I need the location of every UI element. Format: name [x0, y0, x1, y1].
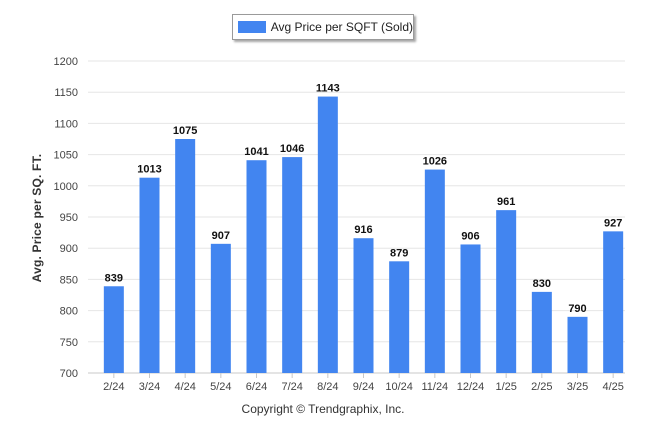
bar — [496, 210, 517, 373]
y-tick-label: 1200 — [54, 56, 78, 68]
x-tick-label: 3/24 — [139, 381, 160, 393]
bar — [210, 243, 231, 373]
legend-label: Avg Price per SQFT (Sold) — [270, 20, 413, 34]
bar — [567, 316, 588, 373]
data-label: 1075 — [173, 125, 197, 137]
x-tick-label: 8/24 — [317, 381, 338, 393]
y-tick-label: 1150 — [54, 87, 78, 99]
y-tick-label: 950 — [60, 212, 78, 224]
y-tick-label: 1100 — [54, 118, 78, 130]
y-axis-ticks: 700 750 800 850 900 950 1000 1050 1100 1150 1200 — [54, 56, 78, 380]
legend-swatch — [238, 21, 266, 33]
x-tick-label: 11/24 — [421, 381, 448, 393]
x-tick-label: 2/25 — [531, 381, 552, 393]
x-tick-label: 4/24 — [174, 381, 195, 393]
bar — [424, 169, 445, 373]
y-tick-label: 850 — [60, 274, 78, 286]
y-tick-label: 1000 — [54, 181, 78, 193]
data-label: 1041 — [244, 146, 268, 158]
bar — [103, 286, 124, 373]
bar — [317, 96, 338, 374]
bar — [389, 261, 410, 373]
bar — [282, 157, 303, 373]
copyright-text: Copyright © Trendgraphix, Inc. — [241, 402, 405, 416]
data-label: 790 — [568, 303, 586, 315]
legend[interactable]: Avg Price per SQFT (Sold) — [232, 14, 414, 40]
bars — [103, 96, 624, 374]
y-tick-label: 800 — [60, 306, 78, 318]
data-labels: 839 1013 1075 907 1041 1046 1143 916 879 1026 906 9… — [105, 83, 623, 315]
x-tick-label: 7/24 — [281, 381, 302, 393]
bar — [460, 244, 481, 373]
bar — [603, 231, 624, 373]
x-tick-label: 5/24 — [210, 381, 231, 393]
data-label: 1143 — [316, 83, 340, 95]
data-label: 916 — [354, 224, 372, 236]
bar — [246, 160, 267, 373]
x-tick-label: 6/24 — [246, 381, 267, 393]
x-tick-label: 9/24 — [353, 381, 374, 393]
y-tick-label: 1050 — [54, 150, 78, 162]
x-tick-label: 10/24 — [385, 381, 413, 393]
x-tick-label: 4/25 — [602, 381, 623, 393]
data-label: 879 — [390, 247, 408, 259]
data-label: 907 — [212, 230, 230, 242]
data-label: 1013 — [137, 164, 161, 176]
bar — [139, 177, 160, 373]
data-label: 1046 — [280, 143, 304, 155]
y-tick-label: 900 — [60, 243, 78, 255]
bar — [175, 139, 196, 373]
y-tick-label: 750 — [60, 337, 78, 349]
data-label: 1026 — [423, 156, 447, 168]
y-axis-label: Avg. Price per SQ. FT. — [30, 153, 44, 283]
x-tick-label: 2/24 — [103, 381, 124, 393]
x-tick-label: 12/24 — [457, 381, 485, 393]
data-label: 961 — [497, 196, 515, 208]
data-label: 927 — [604, 217, 622, 229]
data-label: 906 — [461, 230, 479, 242]
bar — [531, 291, 552, 373]
data-label: 830 — [533, 278, 551, 290]
x-tick-label: 1/25 — [495, 381, 516, 393]
data-label: 839 — [105, 272, 123, 284]
x-axis-ticks: 2/24 3/24 4/24 5/24 6/24 7/24 8/24 9/24 10/24 11/… — [103, 373, 624, 393]
bar — [353, 238, 374, 373]
x-tick-label: 3/25 — [567, 381, 588, 393]
y-tick-label: 700 — [60, 368, 78, 380]
